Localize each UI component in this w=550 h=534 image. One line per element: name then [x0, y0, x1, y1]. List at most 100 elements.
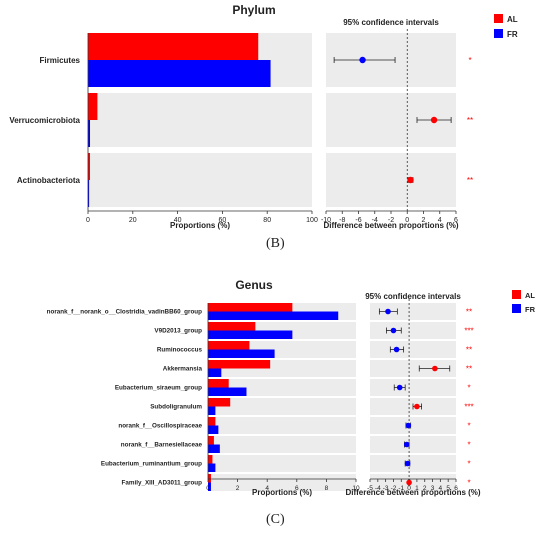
- phylum-ci-row-bg-2: [326, 153, 456, 207]
- genus-category-label-2: Ruminococcus: [157, 347, 203, 354]
- phylum-bar-tick-label-0: 0: [86, 217, 90, 224]
- phylum-row-bg-2: [88, 153, 312, 207]
- genus-bar-al-3: [208, 360, 271, 369]
- panel-label-b: (B): [266, 236, 285, 251]
- genus-legend-label-fr: FR: [525, 305, 536, 314]
- genus-ci-point-0: [385, 308, 391, 315]
- genus-ci-point-8: [404, 460, 411, 467]
- genus-significance-3: **: [466, 365, 472, 374]
- genus-bar-fr-0: [208, 311, 339, 320]
- phylum-ci-point-2: [407, 176, 414, 184]
- genus-category-label-8: Eubacterium_ruminantium_group: [101, 461, 202, 468]
- genus-row-bg-6: [208, 417, 356, 434]
- genus-significance-7: *: [467, 441, 470, 450]
- phylum-ci-tick-label-1: -8: [339, 217, 345, 224]
- genus-significance-0: **: [466, 308, 472, 317]
- genus-row-bg-7: [208, 436, 356, 453]
- genus-row-bg-9: [208, 474, 356, 491]
- phylum-bar-fr-0: [88, 60, 271, 87]
- genus-ci-row-bg-6: [370, 417, 456, 434]
- phylum-bar-al-0: [88, 33, 259, 60]
- phylum-ci-point-0: [359, 56, 366, 64]
- genus-bar-fr-1: [208, 330, 293, 339]
- phylum-bar-al-2: [88, 153, 91, 180]
- phylum-significance-0: *: [468, 56, 471, 65]
- phylum-bar-fr-2: [88, 180, 90, 207]
- genus-ci-row-bg-9: [370, 474, 456, 491]
- genus-legend-label-al: AL: [525, 291, 535, 300]
- phylum-bar-tick-label-5: 100: [306, 217, 318, 224]
- phylum-legend-swatch-al: [494, 14, 503, 23]
- genus-ci-point-1: [390, 327, 397, 334]
- genus-ci-tick-label-9: 4: [439, 485, 443, 492]
- genus-title: Genus: [235, 278, 273, 292]
- genus-bar-fr-8: [208, 463, 216, 472]
- genus-bar-tick-label-5: 10: [352, 485, 360, 492]
- genus-category-label-0: norank_f__norank_o__Clostridia_vadinBB60…: [47, 309, 203, 316]
- panel-label-c: (C): [266, 512, 285, 527]
- genus-legend-swatch-al: [512, 290, 521, 299]
- phylum-category-label-2: Actinobacteriota: [17, 176, 81, 185]
- genus-bar-tick-label-3: 6: [295, 485, 299, 492]
- genus-category-label-4: Eubacterium_siraeum_group: [115, 385, 202, 392]
- genus-ci-point-5: [414, 403, 420, 410]
- phylum-ci-tick-label-4: -2: [388, 217, 394, 224]
- genus-bar-al-7: [208, 436, 214, 445]
- genus-category-label-5: Subdoligranulum: [150, 404, 202, 411]
- genus-bar-tick-label-2: 4: [265, 485, 269, 492]
- genus-ci-row-bg-7: [370, 436, 456, 453]
- genus-bar-fr-2: [208, 349, 275, 358]
- genus-bar-al-1: [208, 322, 256, 331]
- phylum-ci-point-1: [430, 116, 438, 124]
- genus-ci-title: 95% confidence intervals: [365, 292, 461, 301]
- genus-ci-row-bg-3: [370, 360, 456, 377]
- phylum-legend-label-fr: FR: [507, 30, 518, 39]
- genus-ci-point-2: [393, 346, 400, 353]
- genus-ci-row-bg-0: [370, 303, 456, 320]
- phylum-ci-tick-label-3: -4: [372, 217, 378, 224]
- genus-bar-fr-4: [208, 387, 247, 396]
- genus-ci-point-4: [396, 384, 403, 391]
- genus-category-label-9: Family_XIII_AD3011_group: [122, 480, 203, 487]
- genus-category-label-3: Akkermansia: [163, 366, 203, 373]
- phylum-legend-label-al: AL: [507, 15, 518, 24]
- genus-significance-1: ***: [464, 327, 473, 336]
- genus-bar-fr-9: [208, 482, 211, 491]
- genus-ci-tick-label-4: -1: [398, 485, 404, 492]
- phylum-ci-tick-label-6: 2: [422, 217, 426, 224]
- genus-bar-fr-6: [208, 425, 219, 434]
- genus-ci-row-bg-8: [370, 455, 456, 472]
- phylum-legend-swatch-fr: [494, 29, 503, 38]
- genus-bar-al-6: [208, 417, 216, 426]
- phylum-category-label-1: Verrucomicrobiota: [9, 116, 80, 125]
- genus-bar-al-4: [208, 379, 229, 388]
- genus-ci-point-7: [403, 441, 410, 448]
- phylum-bar-tick-label-4: 80: [263, 217, 271, 224]
- genus-category-label-7: norank_f__Barnesiellaceae: [121, 442, 203, 449]
- genus-bar-fr-3: [208, 368, 222, 377]
- genus-bar-tick-label-0: 0: [206, 485, 210, 492]
- phylum-ci-tick-label-7: 4: [438, 217, 442, 224]
- genus-significance-4: *: [467, 384, 470, 393]
- genus-ci-tick-label-5: 0: [407, 485, 411, 492]
- genus-row-bg-8: [208, 455, 356, 472]
- genus-xlabel: Proportions (%): [252, 488, 312, 497]
- genus-legend-swatch-fr: [512, 304, 521, 313]
- genus-ci-point-9: [406, 479, 412, 486]
- genus-bar-tick-label-4: 8: [325, 485, 329, 492]
- genus-bar-al-8: [208, 455, 213, 464]
- phylum-ci-title: 95% confidence intervals: [343, 18, 439, 27]
- phylum-title: Phylum: [232, 3, 275, 17]
- genus-ci-tick-label-7: 2: [423, 485, 427, 492]
- phylum-ci-tick-label-5: 0: [405, 217, 409, 224]
- genus-ci-row-bg-1: [370, 322, 456, 339]
- phylum-bar-al-1: [88, 93, 98, 120]
- phylum-ci-xlabel: Difference between proportions (%): [323, 221, 458, 230]
- phylum-significance-2: **: [467, 176, 473, 185]
- genus-significance-8: *: [467, 460, 470, 469]
- phylum-bar-tick-label-2: 40: [174, 217, 182, 224]
- genus-ci-tick-label-8: 3: [431, 485, 435, 492]
- genus-bar-al-0: [208, 303, 293, 312]
- genus-ci-tick-label-10: 5: [446, 485, 450, 492]
